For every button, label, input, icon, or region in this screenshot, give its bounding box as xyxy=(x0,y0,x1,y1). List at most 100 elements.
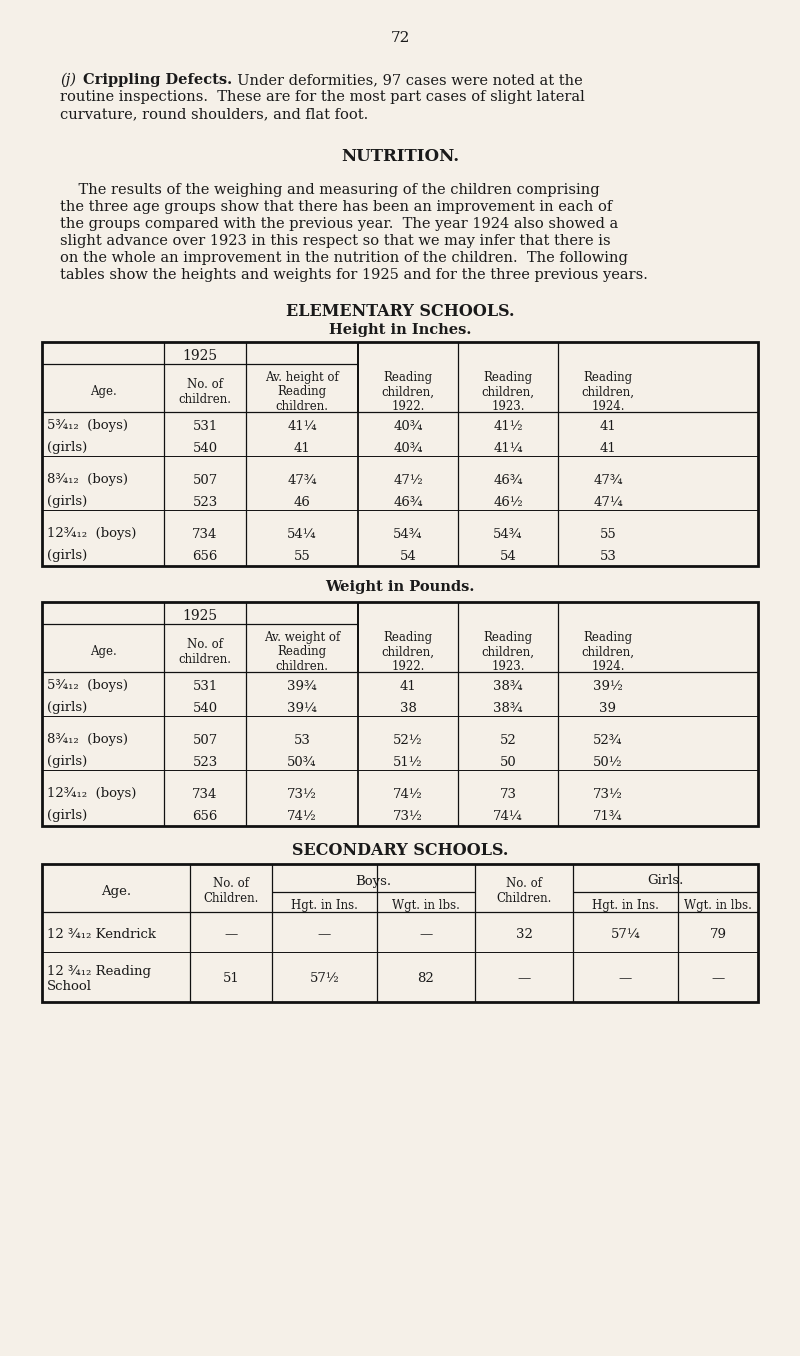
Text: 52½: 52½ xyxy=(393,734,423,747)
Text: 523: 523 xyxy=(192,495,218,508)
Text: slight advance over 1923 in this respect so that we may infer that there is: slight advance over 1923 in this respect… xyxy=(60,235,610,248)
Text: 71¾: 71¾ xyxy=(593,810,623,823)
Text: 39: 39 xyxy=(599,701,617,715)
Text: 38: 38 xyxy=(399,701,417,715)
Text: 41: 41 xyxy=(294,442,310,454)
Text: 12¾₁₂  (boys): 12¾₁₂ (boys) xyxy=(47,788,136,800)
Text: 12 ¾₁₂ Kendrick: 12 ¾₁₂ Kendrick xyxy=(47,929,156,941)
Text: 734: 734 xyxy=(192,788,218,800)
Text: The results of the weighing and measuring of the children comprising: The results of the weighing and measurin… xyxy=(60,183,600,197)
Text: 8¾₁₂  (boys): 8¾₁₂ (boys) xyxy=(47,473,128,487)
Text: 50½: 50½ xyxy=(593,755,623,769)
Text: 52¾: 52¾ xyxy=(594,734,622,747)
Text: Crippling Defects.: Crippling Defects. xyxy=(83,73,232,87)
Text: 40¾: 40¾ xyxy=(394,442,422,454)
Text: No. of
children.: No. of children. xyxy=(178,639,231,666)
Text: Reading
children,
1923.: Reading children, 1923. xyxy=(482,631,534,674)
Text: 41¼: 41¼ xyxy=(287,419,317,433)
Text: 47¾: 47¾ xyxy=(593,473,623,487)
Text: 40¾: 40¾ xyxy=(394,419,422,433)
Text: (j): (j) xyxy=(60,73,76,87)
Text: —: — xyxy=(224,929,238,941)
Text: 47¼: 47¼ xyxy=(593,495,623,508)
Text: NUTRITION.: NUTRITION. xyxy=(341,148,459,165)
Text: 51: 51 xyxy=(222,972,239,986)
Text: Girls.: Girls. xyxy=(647,875,684,887)
Text: No. of
children.: No. of children. xyxy=(178,378,231,405)
Text: 47½: 47½ xyxy=(393,473,423,487)
Text: 51½: 51½ xyxy=(393,755,423,769)
Text: 507: 507 xyxy=(192,734,218,747)
Text: 12 ¾₁₂ Reading
School: 12 ¾₁₂ Reading School xyxy=(47,965,151,993)
Text: Wgt. in lbs.: Wgt. in lbs. xyxy=(392,899,460,911)
Text: 41¼: 41¼ xyxy=(493,442,523,454)
Text: 12¾₁₂  (boys): 12¾₁₂ (boys) xyxy=(47,527,136,541)
Text: 57¼: 57¼ xyxy=(610,929,640,941)
Text: 540: 540 xyxy=(193,701,218,715)
Text: 5¾₁₂  (boys): 5¾₁₂ (boys) xyxy=(47,419,128,433)
Text: Age.: Age. xyxy=(90,645,116,659)
Text: 41: 41 xyxy=(600,419,616,433)
Text: 46: 46 xyxy=(294,495,310,508)
Text: Height in Inches.: Height in Inches. xyxy=(329,323,471,338)
Text: —: — xyxy=(419,929,433,941)
Text: 46¾: 46¾ xyxy=(393,495,423,508)
Text: 50¾: 50¾ xyxy=(287,755,317,769)
Text: 74½: 74½ xyxy=(287,810,317,823)
Text: 531: 531 xyxy=(192,419,218,433)
Text: 38¾: 38¾ xyxy=(493,701,523,715)
Text: 55: 55 xyxy=(600,527,616,541)
Text: 74¼: 74¼ xyxy=(493,810,523,823)
Text: (girls): (girls) xyxy=(47,549,87,563)
Text: the groups compared with the previous year.  The year 1924 also showed a: the groups compared with the previous ye… xyxy=(60,217,618,231)
Text: 32: 32 xyxy=(515,929,533,941)
Text: Av. height of
Reading
children.: Av. height of Reading children. xyxy=(265,370,339,414)
Text: Reading
children,
1924.: Reading children, 1924. xyxy=(582,631,634,674)
Text: 531: 531 xyxy=(192,679,218,693)
Text: Reading
children,
1923.: Reading children, 1923. xyxy=(482,370,534,414)
Text: routine inspections.  These are for the most part cases of slight lateral: routine inspections. These are for the m… xyxy=(60,89,585,104)
Bar xyxy=(42,864,758,1002)
Text: (girls): (girls) xyxy=(47,442,87,454)
Text: Hgt. in Ins.: Hgt. in Ins. xyxy=(592,899,659,911)
Text: 41: 41 xyxy=(400,679,416,693)
Text: 8¾₁₂  (boys): 8¾₁₂ (boys) xyxy=(47,734,128,747)
Text: —: — xyxy=(318,929,331,941)
Text: Age.: Age. xyxy=(101,884,131,898)
Text: Weight in Pounds.: Weight in Pounds. xyxy=(326,580,474,594)
Text: 50: 50 xyxy=(500,755,516,769)
Text: on the whole an improvement in the nutrition of the children.  The following: on the whole an improvement in the nutri… xyxy=(60,251,628,264)
Text: 46½: 46½ xyxy=(493,495,523,508)
Text: 72: 72 xyxy=(390,31,410,45)
Text: 39¼: 39¼ xyxy=(287,701,317,715)
Text: 41½: 41½ xyxy=(493,419,523,433)
Text: 79: 79 xyxy=(710,929,726,941)
Text: 53: 53 xyxy=(294,734,310,747)
Text: 74½: 74½ xyxy=(393,788,423,800)
Text: 656: 656 xyxy=(192,810,218,823)
Text: 54¼: 54¼ xyxy=(287,527,317,541)
Text: 656: 656 xyxy=(192,549,218,563)
Text: —: — xyxy=(711,972,725,986)
Text: (girls): (girls) xyxy=(47,495,87,508)
Text: Reading
children,
1922.: Reading children, 1922. xyxy=(382,370,434,414)
Text: 1925: 1925 xyxy=(182,609,218,622)
Text: 52: 52 xyxy=(500,734,516,747)
Text: 54¾: 54¾ xyxy=(394,527,422,541)
Text: Under deformities, 97 cases were noted at the: Under deformities, 97 cases were noted a… xyxy=(228,73,582,87)
Text: 82: 82 xyxy=(418,972,434,986)
Text: Reading
children,
1924.: Reading children, 1924. xyxy=(582,370,634,414)
Text: No. of
Children.: No. of Children. xyxy=(203,877,258,904)
Text: 73½: 73½ xyxy=(287,788,317,800)
Text: 5¾₁₂  (boys): 5¾₁₂ (boys) xyxy=(47,679,128,693)
Bar xyxy=(42,602,758,826)
Text: 54: 54 xyxy=(400,549,416,563)
Text: 38¾: 38¾ xyxy=(493,679,523,693)
Text: 54: 54 xyxy=(500,549,516,563)
Text: (girls): (girls) xyxy=(47,810,87,823)
Text: Boys.: Boys. xyxy=(355,875,391,887)
Text: Wgt. in lbs.: Wgt. in lbs. xyxy=(684,899,752,911)
Text: Age.: Age. xyxy=(90,385,116,399)
Text: 54¾: 54¾ xyxy=(494,527,522,541)
Text: No. of
Children.: No. of Children. xyxy=(496,877,552,904)
